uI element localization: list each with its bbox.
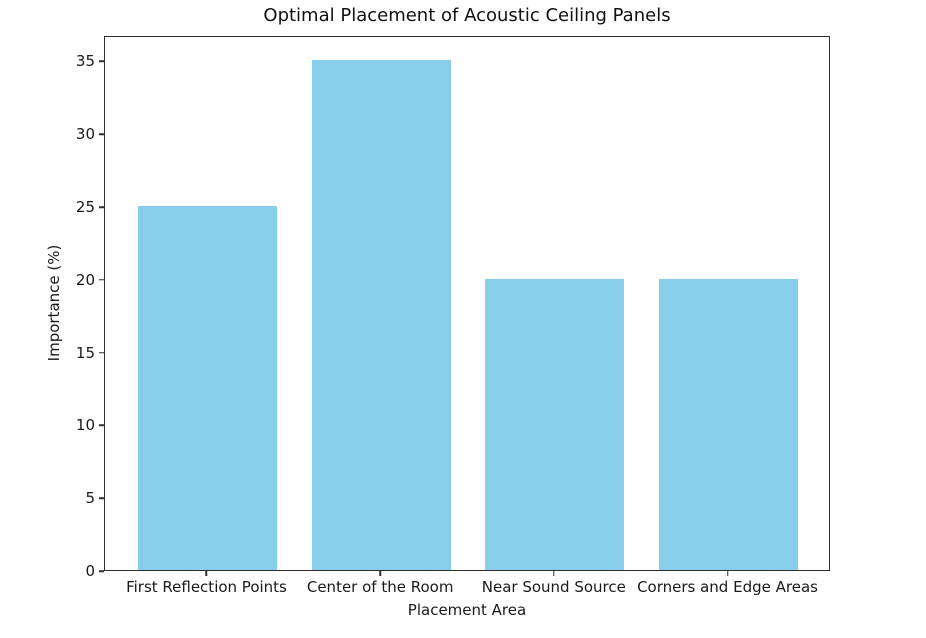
y-tick-mark	[99, 133, 104, 135]
plot-area	[104, 36, 830, 571]
x-tick-label: Near Sound Source	[481, 578, 626, 596]
y-tick-label: 10	[75, 416, 95, 435]
y-tick-mark	[99, 497, 104, 499]
x-tick-mark	[553, 571, 555, 576]
y-tick-label: 20	[75, 270, 95, 289]
y-tick-label: 25	[75, 198, 95, 217]
bar	[485, 278, 625, 570]
y-tick-label: 0	[85, 562, 95, 580]
y-tick-mark	[99, 60, 104, 63]
chart-title: Optimal Placement of Acoustic Ceiling Pa…	[263, 5, 671, 26]
y-tick-mark	[99, 351, 104, 354]
x-tick-mark	[379, 571, 381, 576]
x-tick-mark	[205, 571, 208, 576]
x-tick-label: First Reflection Points	[126, 578, 287, 596]
y-tick-label: 35	[75, 52, 95, 71]
x-tick-label: Corners and Edge Areas	[637, 578, 818, 596]
y-tick-mark	[99, 424, 104, 427]
y-tick-mark	[99, 206, 104, 208]
y-tick-mark	[99, 570, 104, 572]
x-axis-label: Placement Area	[407, 601, 527, 619]
y-tick-label: 15	[75, 343, 95, 362]
x-tick-mark	[726, 571, 729, 576]
y-tick-label: 5	[85, 489, 95, 508]
bar	[311, 60, 451, 570]
bar	[659, 278, 798, 570]
x-tick-label: Center of the Room	[306, 578, 454, 596]
y-tick-mark	[99, 279, 104, 281]
bar	[138, 206, 277, 570]
y-tick-label: 30	[75, 125, 95, 144]
